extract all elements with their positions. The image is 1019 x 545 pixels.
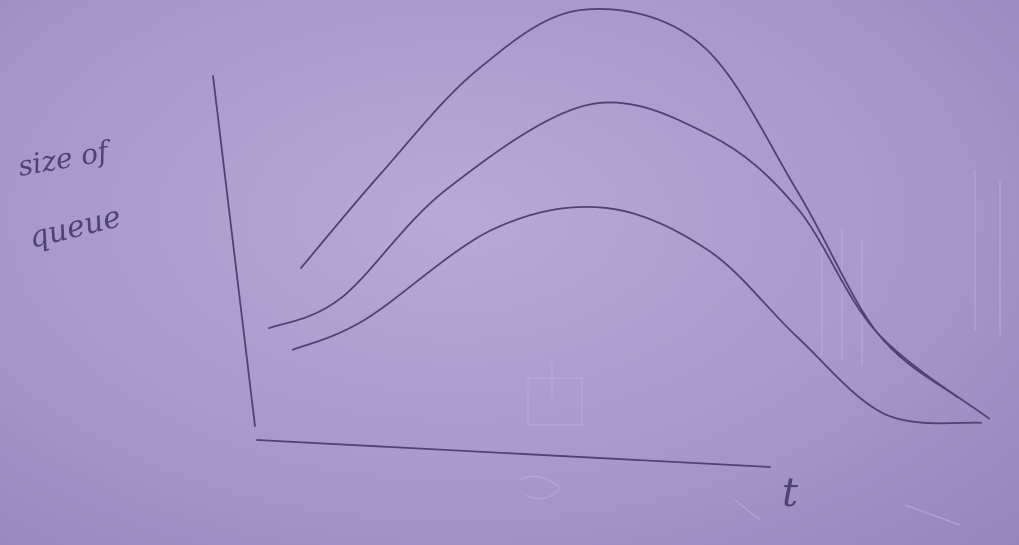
x-axis-line — [256, 439, 771, 468]
y-axis-line — [212, 75, 256, 427]
bleed-through-marks — [519, 170, 1001, 526]
series-line-2 — [268, 101, 990, 420]
y-axis-label-line-2: queue — [25, 199, 124, 256]
x-axis-label: t — [782, 470, 799, 516]
plot-area — [212, 8, 990, 468]
series-line-1 — [300, 8, 958, 398]
series-line-3 — [292, 205, 982, 425]
y-axis-label-line-1: size of — [15, 134, 115, 183]
